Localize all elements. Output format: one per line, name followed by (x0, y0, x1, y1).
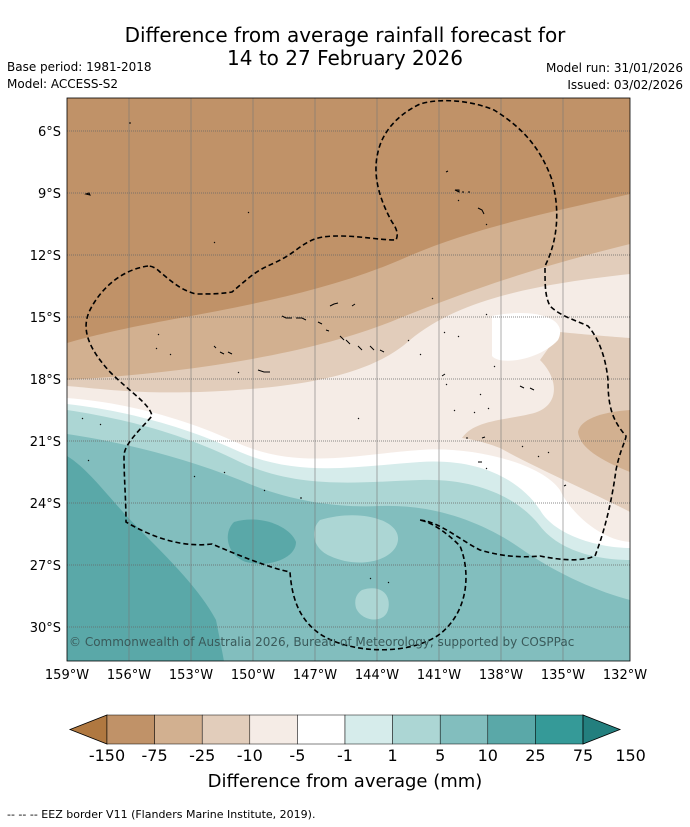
meta-right: Model run: 31/01/2026 Issued: 03/02/2026 (546, 60, 683, 94)
colorbar-extend-high (582, 714, 622, 745)
colorbar-tick-label: -75 (141, 746, 168, 765)
colorbar-tick-label: -10 (236, 746, 263, 765)
colorbar-tick-label: 75 (572, 746, 594, 765)
lat-label: 30°S (30, 621, 61, 636)
colorbar-segment (249, 714, 298, 745)
lat-label: 15°S (30, 311, 61, 326)
title-line-1: Difference from average rainfall forecas… (124, 23, 566, 47)
meridians (128, 98, 564, 661)
lon-label: 150°W (231, 668, 275, 683)
lon-label: 159°W (45, 668, 89, 683)
colorbar-tick-label: 150 (615, 746, 646, 765)
copyright-notice: © Commonwealth of Australia 2026, Bureau… (69, 635, 574, 649)
colorbar-tick-label: -1 (337, 746, 353, 765)
meta-left: Base period: 1981-2018 Model: ACCESS-S2 (7, 59, 152, 93)
colorbar-tick-label: -5 (289, 746, 306, 765)
colorbar-tick-label: 25 (525, 746, 546, 765)
colorbar-segment (392, 714, 441, 745)
islands (81, 122, 567, 584)
eez-borders (85, 99, 627, 651)
lon-label: 138°W (479, 668, 523, 683)
colorbar-tick-label: 5 (435, 746, 446, 765)
lat-label: 24°S (30, 497, 61, 512)
band-dry-east (462, 332, 630, 512)
colorbar-segment (344, 714, 393, 745)
lon-label: 144°W (355, 668, 399, 683)
lon-label: 156°W (107, 668, 151, 683)
band-small-wet-patch (355, 588, 389, 620)
band-very-wet-center (227, 519, 296, 564)
colorbar-tick-label: -150 (88, 746, 126, 765)
colorbar-tick-label: 10 (477, 746, 498, 765)
eez-border-french-polynesia (147, 99, 627, 561)
colorbar-tick-label: -25 (189, 746, 216, 765)
colorbar-label: Difference from average (mm) (207, 771, 483, 792)
lon-label: 147°W (293, 668, 337, 683)
band-neutral-east (492, 313, 561, 361)
lat-label: 12°S (30, 249, 61, 264)
rainfall-bands (67, 98, 630, 661)
colorbar-segment (535, 714, 584, 745)
colorbar-segment (201, 714, 251, 745)
lon-label: 135°W (541, 668, 585, 683)
colorbar (68, 714, 622, 745)
issued-date: Issued: 03/02/2026 (567, 78, 683, 92)
base-period: Base period: 1981-2018 (7, 60, 152, 74)
colorbar-segment (297, 714, 346, 745)
lon-label: 132°W (603, 668, 647, 683)
model-run: Model run: 31/01/2026 (545, 61, 683, 75)
lat-label: 18°S (30, 373, 61, 388)
lon-label: 141°W (417, 668, 461, 683)
colorbar-segment (487, 714, 536, 745)
eez-border-cook-islands (85, 265, 467, 651)
longitude-labels: 159°W 156°W 153°W 150°W 147°W 144°W 141°W 138°W… (45, 668, 647, 683)
colorbar-extend-low (68, 714, 108, 745)
map-frame (66, 97, 631, 662)
lat-label: 27°S (30, 559, 61, 574)
title-line-2: 14 to 27 February 2026 (227, 46, 463, 70)
band-very-wet (67, 456, 224, 661)
colorbar-segment (106, 714, 155, 745)
colorbar-segment (154, 714, 203, 745)
lat-label: 9°S (38, 187, 61, 202)
lat-label: 6°S (38, 125, 61, 140)
model-name: Model: ACCESS-S2 (7, 77, 119, 91)
latitude-labels: 6°S 9°S 12°S 15°S 18°S 21°S 24°S 27°S 30°S (30, 125, 61, 636)
lat-label: 21°S (30, 435, 61, 450)
map-title: Difference from average rainfall forecas… (0, 24, 690, 70)
eez-footnote: -- -- -- EEZ border V11 (Flanders Marine… (7, 808, 316, 821)
lon-label: 153°W (169, 668, 213, 683)
colorbar-segment (439, 714, 489, 745)
colorbar-tick-label: 1 (387, 746, 398, 765)
